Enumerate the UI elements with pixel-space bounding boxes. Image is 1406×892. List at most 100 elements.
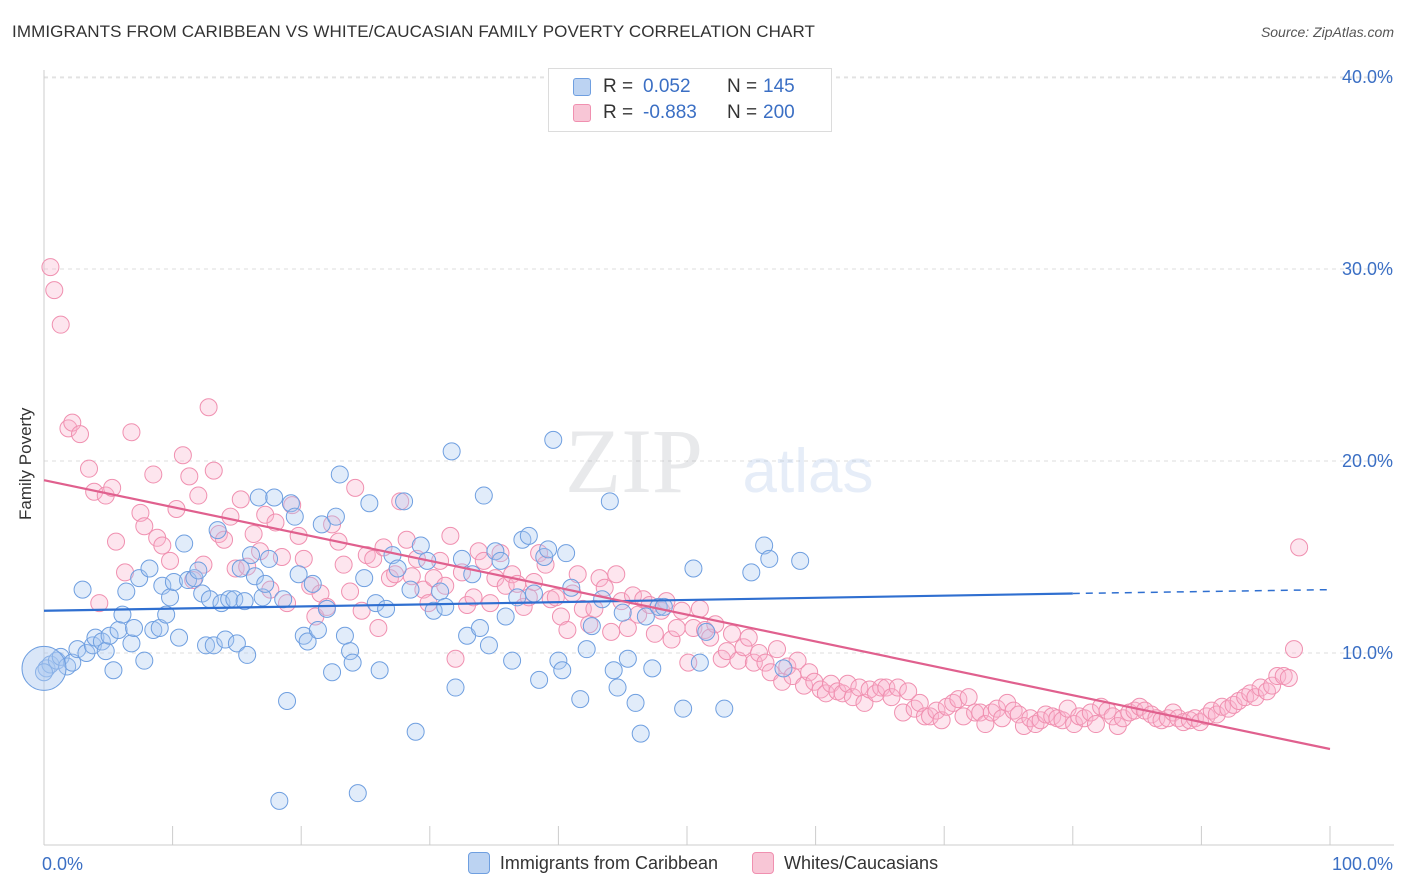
data-point-caribbean bbox=[549, 651, 568, 670]
data-point-whites bbox=[717, 642, 736, 661]
data-point-whites bbox=[1009, 705, 1028, 724]
data-point-whites bbox=[289, 526, 308, 545]
data-point-whites bbox=[107, 532, 126, 551]
data-point-caribbean bbox=[35, 663, 53, 682]
data-point-whites bbox=[756, 653, 775, 672]
data-point-whites bbox=[436, 576, 455, 595]
data-point-whites bbox=[369, 619, 388, 638]
data-point-caribbean bbox=[508, 588, 527, 607]
data-point-whites bbox=[672, 601, 691, 620]
data-point-whites bbox=[161, 551, 180, 570]
data-point-caribbean bbox=[140, 559, 159, 578]
legend-item-caribbean[interactable]: Immigrants from Caribbean bbox=[467, 852, 718, 874]
data-point-whites bbox=[894, 703, 913, 722]
data-point-caribbean bbox=[73, 580, 92, 599]
data-point-caribbean bbox=[636, 607, 655, 626]
data-point-whites bbox=[122, 423, 141, 442]
data-point-caribbean bbox=[100, 626, 119, 645]
data-point-whites bbox=[144, 465, 163, 484]
data-point-caribbean bbox=[411, 536, 430, 555]
data-point-caribbean bbox=[544, 430, 563, 449]
data-point-caribbean bbox=[245, 567, 264, 586]
data-point-caribbean bbox=[774, 659, 793, 678]
data-point-caribbean bbox=[253, 588, 272, 607]
data-point-caribbean bbox=[260, 549, 279, 568]
data-point-caribbean bbox=[117, 582, 136, 601]
data-point-caribbean bbox=[600, 492, 619, 511]
data-point-whites bbox=[734, 638, 753, 657]
data-point-caribbean bbox=[690, 653, 709, 672]
data-point-whites bbox=[261, 580, 280, 599]
data-point-caribbean bbox=[144, 620, 163, 639]
data-point-whites bbox=[729, 651, 748, 670]
data-point-whites bbox=[585, 599, 604, 618]
data-point-caribbean bbox=[270, 791, 289, 810]
x-tick-label-min: 0.0% bbox=[42, 854, 83, 874]
data-point-whites bbox=[1279, 668, 1298, 687]
data-point-caribbean bbox=[401, 580, 420, 599]
data-point-whites bbox=[173, 446, 192, 465]
legend-n-value: 200 bbox=[763, 102, 795, 123]
trend-lines bbox=[43, 479, 1331, 751]
data-point-whites bbox=[153, 536, 172, 555]
data-point-caribbean bbox=[157, 605, 176, 624]
legend-item-whites[interactable]: Whites/Caucasians bbox=[752, 852, 938, 874]
source-label: Source: ZipAtlas.com bbox=[1260, 24, 1394, 40]
data-point-whites bbox=[558, 620, 577, 639]
series-caribbean-points bbox=[21, 430, 810, 810]
data-point-caribbean bbox=[122, 634, 141, 653]
data-point-caribbean bbox=[197, 636, 216, 655]
data-point-whites bbox=[882, 688, 901, 707]
data-point-whites bbox=[294, 549, 313, 568]
data-point-caribbean bbox=[791, 551, 810, 570]
data-point-caribbean bbox=[366, 594, 385, 613]
data-point-whites bbox=[189, 486, 208, 505]
data-point-caribbean bbox=[242, 546, 261, 565]
series-whites-points bbox=[41, 258, 1309, 735]
x-tick-label-max: 100.0% bbox=[1332, 854, 1393, 874]
data-point-caribbean bbox=[377, 599, 396, 618]
data-point-whites bbox=[221, 507, 240, 526]
data-point-caribbean bbox=[562, 578, 581, 597]
correlation-legend: R = 0.052 N = 145 R = -0.883 N = 200 bbox=[548, 68, 832, 132]
data-point-caribbean bbox=[164, 572, 183, 591]
legend-swatch-caribbean bbox=[467, 852, 490, 874]
data-point-caribbean bbox=[235, 592, 254, 611]
data-point-whites bbox=[607, 565, 626, 584]
data-point-caribbean bbox=[285, 507, 304, 526]
data-point-whites bbox=[458, 596, 477, 614]
data-point-whites bbox=[103, 478, 122, 497]
data-point-whites bbox=[135, 517, 154, 536]
data-point-whites bbox=[723, 624, 742, 643]
data-point-caribbean bbox=[755, 536, 774, 555]
data-point-whites bbox=[833, 684, 852, 703]
trend-line-caribbean-extension bbox=[1072, 588, 1331, 595]
data-point-whites bbox=[800, 663, 819, 682]
data-point-caribbean bbox=[742, 563, 761, 582]
data-point-whites bbox=[954, 707, 973, 726]
data-point-caribbean bbox=[189, 561, 208, 580]
x-tick-labels: 0.0% 100.0% bbox=[42, 854, 1393, 874]
data-point-caribbean bbox=[341, 642, 360, 661]
data-point-whites bbox=[927, 701, 946, 720]
data-point-caribbean bbox=[238, 645, 257, 664]
legend-n-label: N = bbox=[727, 102, 758, 123]
data-point-caribbean bbox=[312, 515, 331, 534]
data-point-caribbean bbox=[760, 549, 779, 568]
data-point-caribbean bbox=[571, 690, 590, 709]
data-point-whites bbox=[1257, 682, 1276, 701]
y-tick-label: 30.0% bbox=[1342, 259, 1393, 279]
data-point-caribbean bbox=[503, 651, 522, 670]
data-point-whites bbox=[667, 619, 686, 638]
data-point-whites bbox=[341, 582, 360, 601]
watermark-atlas: atlas bbox=[743, 437, 874, 506]
data-point-whites bbox=[464, 588, 483, 607]
data-point-whites bbox=[194, 555, 213, 574]
data-point-caribbean bbox=[256, 574, 275, 593]
data-point-caribbean bbox=[474, 486, 493, 505]
legend-r-label: R = bbox=[603, 76, 634, 97]
data-point-caribbean bbox=[135, 651, 154, 670]
data-point-caribbean bbox=[557, 544, 576, 563]
data-point-caribbean bbox=[395, 492, 414, 511]
data-point-caribbean bbox=[231, 559, 250, 578]
